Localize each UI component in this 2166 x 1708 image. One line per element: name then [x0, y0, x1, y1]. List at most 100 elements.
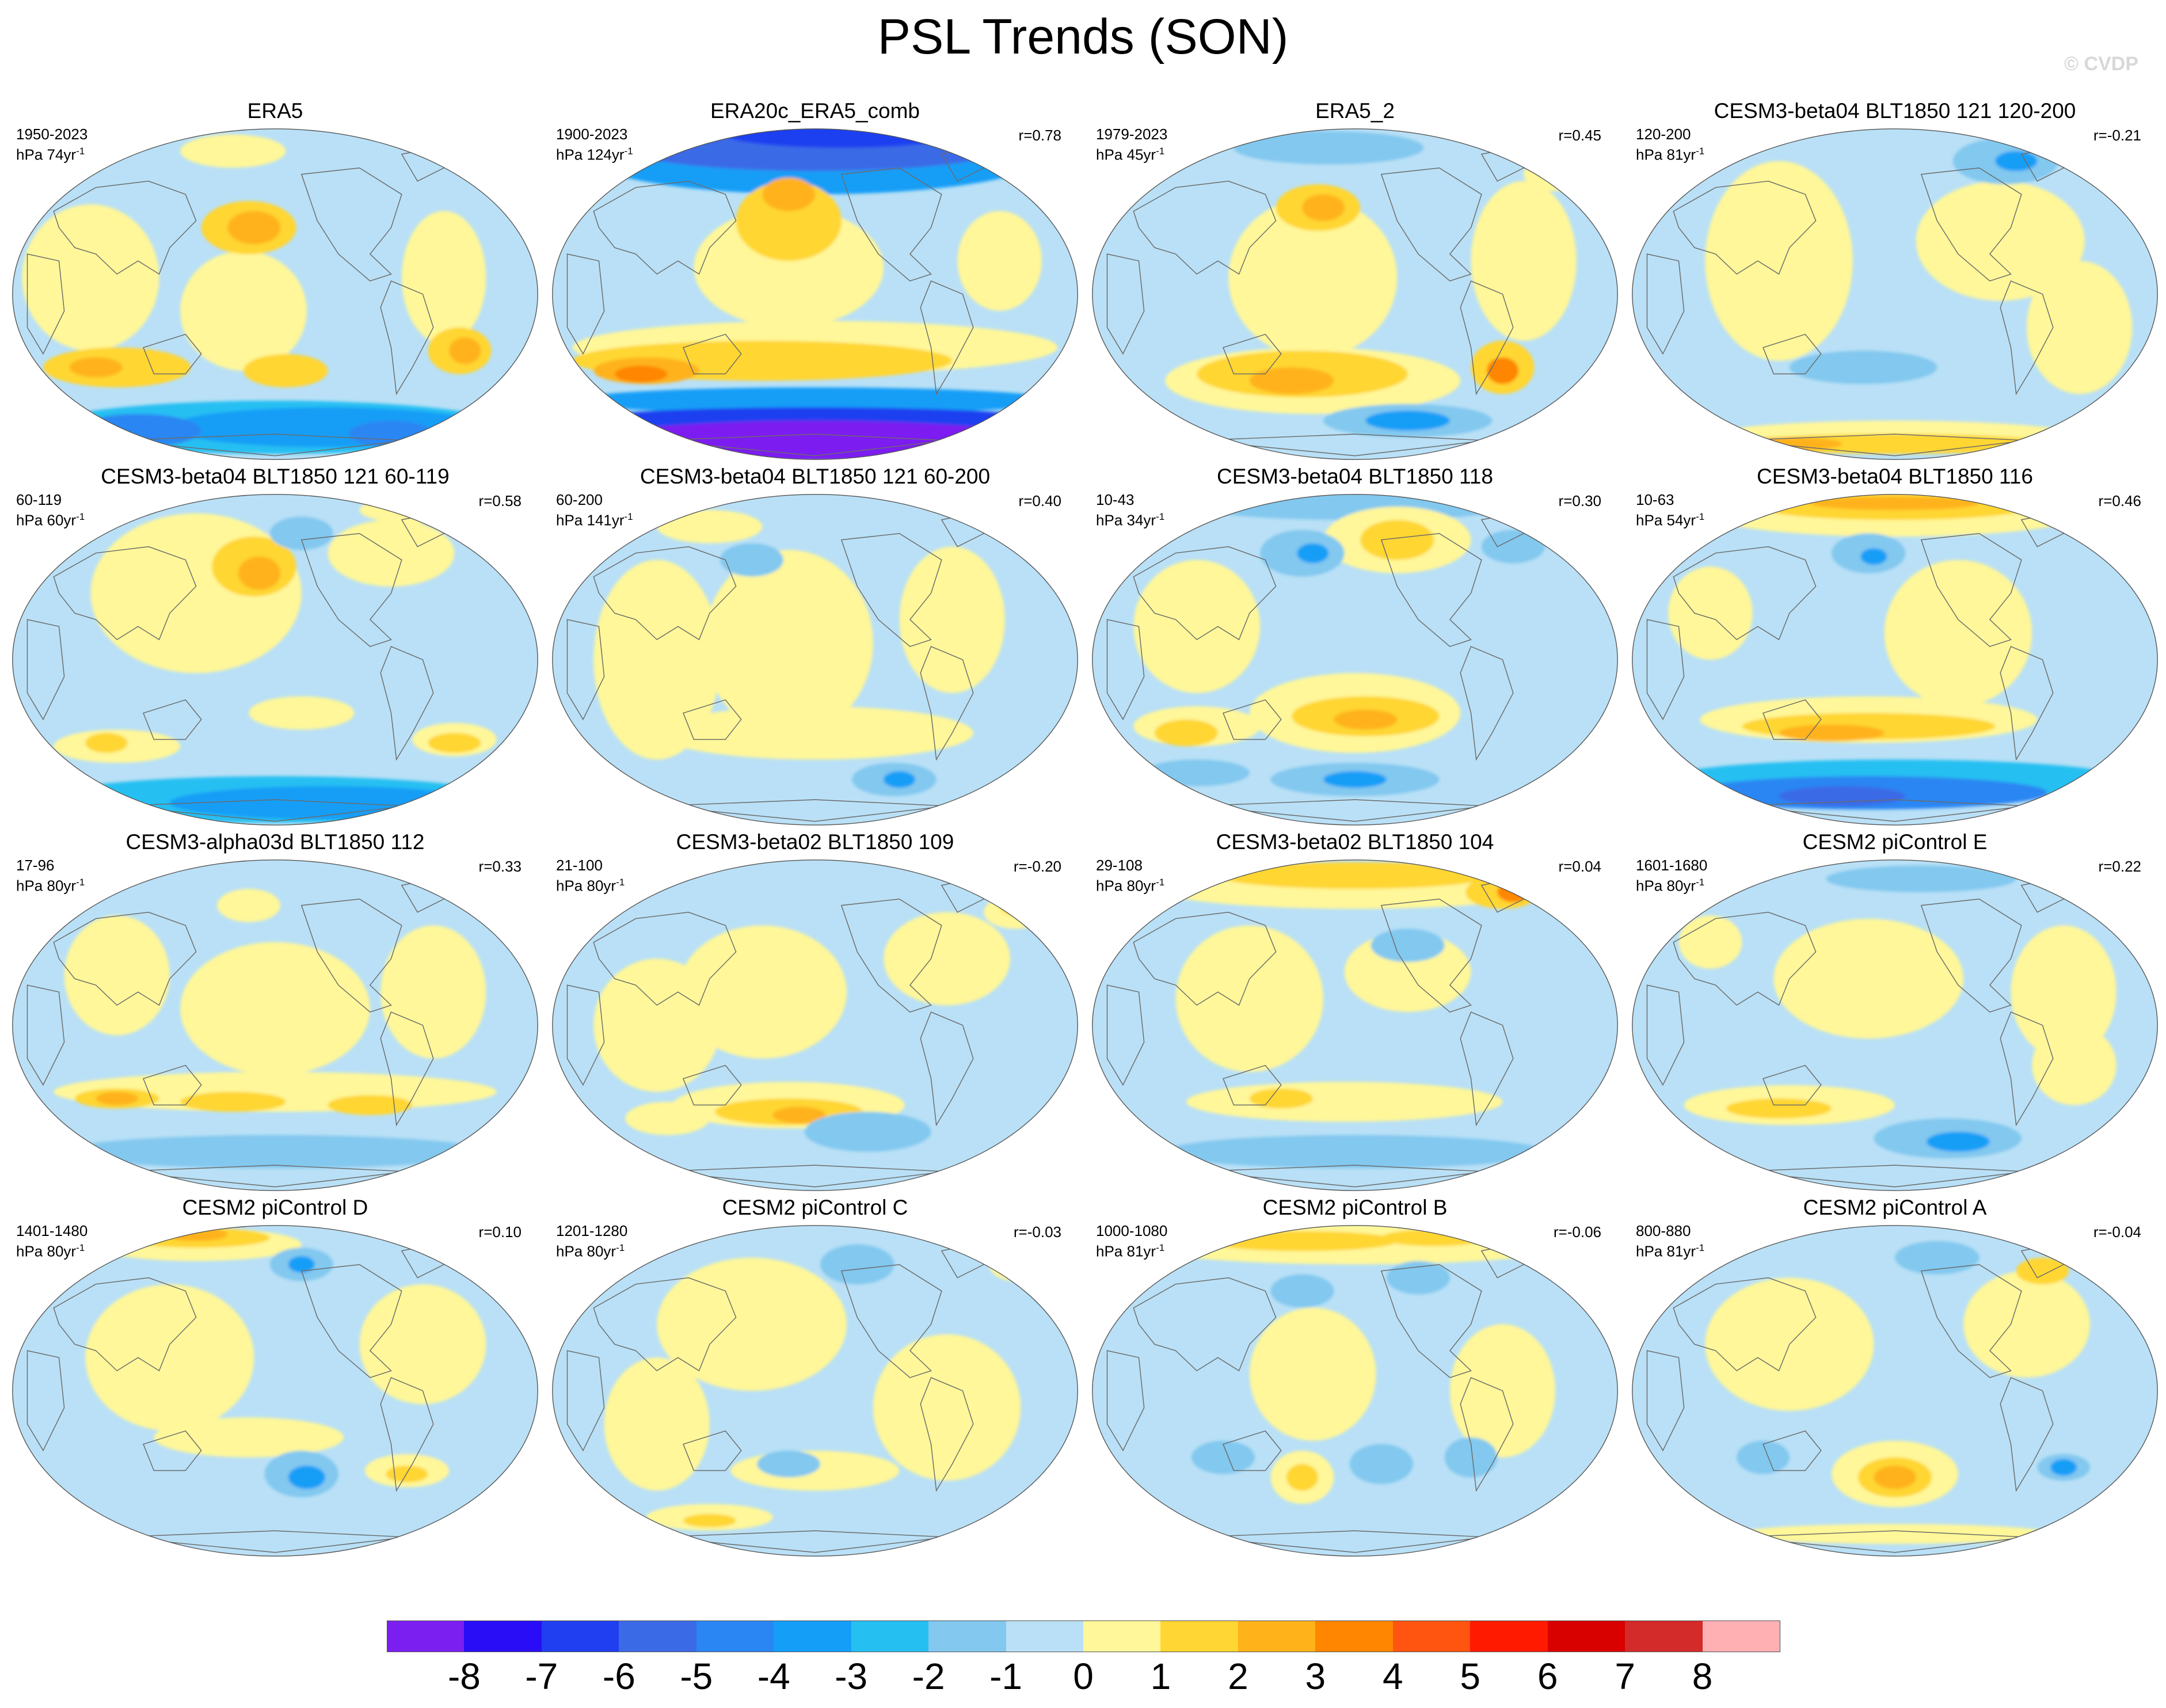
coastline [1223, 1430, 1282, 1471]
coastline [1133, 1277, 1277, 1372]
trend-contour [820, 1244, 894, 1285]
trend-contour [704, 550, 873, 736]
trend-contour [64, 915, 170, 1036]
panel-units-exponent: -1 [1156, 146, 1165, 157]
panel-units: hPa 80yr-1 [556, 874, 625, 895]
trend-contour [1737, 1440, 1790, 1474]
map-plot [1092, 1225, 1618, 1557]
coastline [1646, 984, 1685, 1086]
trend-contour [1249, 1307, 1376, 1441]
coastline [1920, 1264, 2022, 1378]
trend-contour [359, 496, 465, 524]
coastline [920, 1011, 974, 1127]
panel-correlation: r=0.46 [2098, 492, 2141, 509]
trend-contour [1144, 759, 1250, 786]
coastline [1646, 619, 1685, 721]
coastline [593, 911, 737, 1006]
panel-units: hPa 124yr-1 [556, 143, 633, 163]
trend-contour [428, 733, 481, 753]
trend-contour [625, 1101, 710, 1135]
panel-title: CESM2 piControl A [1803, 1196, 1987, 1219]
colorbar-tick-label: -2 [912, 1656, 945, 1697]
map-panel: CESM3-beta04 BLT1850 118 10-43 hPa 34yr-1 r… [1086, 463, 1624, 826]
panel-title: ERA5 [247, 99, 303, 123]
trend-contour [386, 1466, 428, 1482]
trend-contour [1810, 496, 1980, 510]
trend-contour [1234, 131, 1424, 165]
trend-contour [873, 1334, 1021, 1481]
trend-contour [1334, 709, 1398, 730]
panel-correlation: r=-0.21 [2093, 127, 2141, 144]
map-panel: ERA5 1950-2023 hPa 74yr-1 [6, 98, 545, 461]
coastline [683, 1064, 742, 1106]
coastline [683, 1430, 742, 1471]
trend-contour [1207, 1231, 1398, 1251]
coastline [920, 280, 974, 395]
colorbar-tick-label: 8 [1692, 1656, 1713, 1697]
panel-units-exponent: -1 [624, 511, 633, 522]
colorbar-tick-label: 2 [1228, 1656, 1248, 1697]
trend-contour [288, 1256, 315, 1273]
panel-period: 800-880 [1636, 1222, 1691, 1239]
colorbar-swatch [464, 1620, 542, 1652]
coastline [920, 646, 974, 761]
coastline [53, 911, 197, 1006]
map-panel: CESM2 piControl C 1201-1280 hPa 80yr-1 r=-0… [546, 1195, 1084, 1557]
panel-correlation: r=0.22 [2098, 858, 2141, 875]
trend-contour [1365, 410, 1450, 431]
trend-contour [328, 1095, 413, 1116]
coastline [840, 898, 942, 1013]
coastline [840, 1264, 942, 1378]
panel-title: ERA20c_ERA5_comb [710, 99, 920, 123]
trend-contour [1826, 865, 2016, 892]
panel-units-text: hPa 80yr [556, 1242, 616, 1260]
panel-correlation: r=-0.03 [1013, 1223, 1061, 1241]
panel-units-exponent: -1 [1696, 877, 1705, 888]
coastline [1920, 532, 2022, 647]
coastline [1223, 699, 1282, 740]
panel-title: CESM3-alpha03d BLT1850 112 [125, 830, 425, 854]
trend-contour [180, 250, 307, 371]
trend-contour [359, 1284, 486, 1405]
coastline [840, 532, 942, 647]
colorbar-tick-label: 0 [1073, 1656, 1094, 1697]
coastline [53, 180, 197, 275]
trend-contour [720, 543, 784, 577]
panel-period: 60-200 [556, 491, 603, 508]
panel-units-exponent: -1 [76, 877, 85, 888]
trend-contour [1995, 151, 2038, 172]
trend-contour [1487, 357, 1518, 385]
colorbar-tick-label: -6 [602, 1656, 635, 1697]
coastline [683, 333, 742, 375]
map-plot [1632, 1225, 2158, 1557]
coastline [300, 167, 402, 282]
page-title: PSL Trends (SON) [877, 9, 1289, 64]
trend-contour [349, 420, 433, 447]
trend-contour [2050, 1459, 2077, 1476]
coastline [683, 699, 742, 740]
coastline [1673, 546, 1817, 641]
coastline [300, 532, 402, 647]
map-plot [1632, 494, 2158, 826]
panel-units-text: hPa 81yr [1096, 1242, 1156, 1260]
trend-contour [1154, 720, 1218, 747]
trend-contour [1668, 566, 1753, 660]
coastline [840, 167, 942, 282]
trend-contour [180, 134, 286, 168]
coastline [1646, 253, 1685, 355]
trend-contour [593, 560, 721, 760]
panel-units-exponent: -1 [1156, 877, 1165, 888]
map-panel: CESM3-alpha03d BLT1850 112 17-96 hPa 80yr-… [6, 829, 545, 1192]
trend-contour [85, 1284, 254, 1431]
colorbar-swatch [1625, 1620, 1703, 1652]
trend-contour [1270, 1274, 1334, 1308]
trend-contour [657, 706, 973, 760]
coastline [26, 253, 65, 355]
trend-contour [1779, 724, 1885, 741]
trend-contour [1481, 530, 1545, 564]
coastline [1460, 280, 1514, 395]
map-plot [12, 128, 538, 460]
map-plot [1632, 128, 2158, 460]
colorbar-swatch [851, 1620, 929, 1652]
trend-contour [1165, 1135, 1545, 1169]
